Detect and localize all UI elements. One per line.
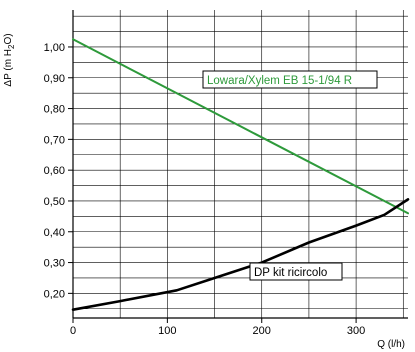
grid <box>73 10 408 318</box>
x-tick-label: 200 <box>253 325 271 337</box>
axes <box>72 10 408 319</box>
series-label-lowara: Lowara/Xylem EB 15-1/94 R <box>202 70 378 89</box>
series-label-dp-kit: DP kit ricircolo <box>249 262 343 281</box>
y-tick-label: 1,00 <box>44 42 65 54</box>
series-label-lowara-text: Lowara/Xylem EB 15-1/94 R <box>207 75 352 87</box>
x-tick-label: 300 <box>347 325 365 337</box>
y-tick-label: 0,90 <box>44 73 65 85</box>
y-tick-labels: 0,20 0,30 0,40 0,50 0,60 0,70 0,80 0,90 1,00 <box>44 42 73 300</box>
y-tick-label: 0,20 <box>44 288 65 300</box>
x-axis-title: Q (l/h) <box>377 339 405 350</box>
y-tick-label: 0,70 <box>44 134 65 146</box>
y-tick-label: 0,80 <box>44 104 65 116</box>
y-tick-label: 0,60 <box>44 165 65 177</box>
y-axis-title: ΔP (m H2O) <box>3 33 16 86</box>
y-tick-label: 0,40 <box>44 227 65 239</box>
y-tick-label: 0,50 <box>44 196 65 208</box>
y-tick-label: 0,30 <box>44 258 65 270</box>
x-tick-labels: 0 100 200 300 <box>70 318 365 337</box>
series-label-box <box>249 262 343 281</box>
series-line-lowara <box>72 38 409 215</box>
series-label-box <box>202 70 378 89</box>
x-tick-label: 100 <box>158 325 176 337</box>
series-label-dp-kit-text: DP kit ricircolo <box>254 267 327 279</box>
x-tick-label: 0 <box>70 325 76 337</box>
